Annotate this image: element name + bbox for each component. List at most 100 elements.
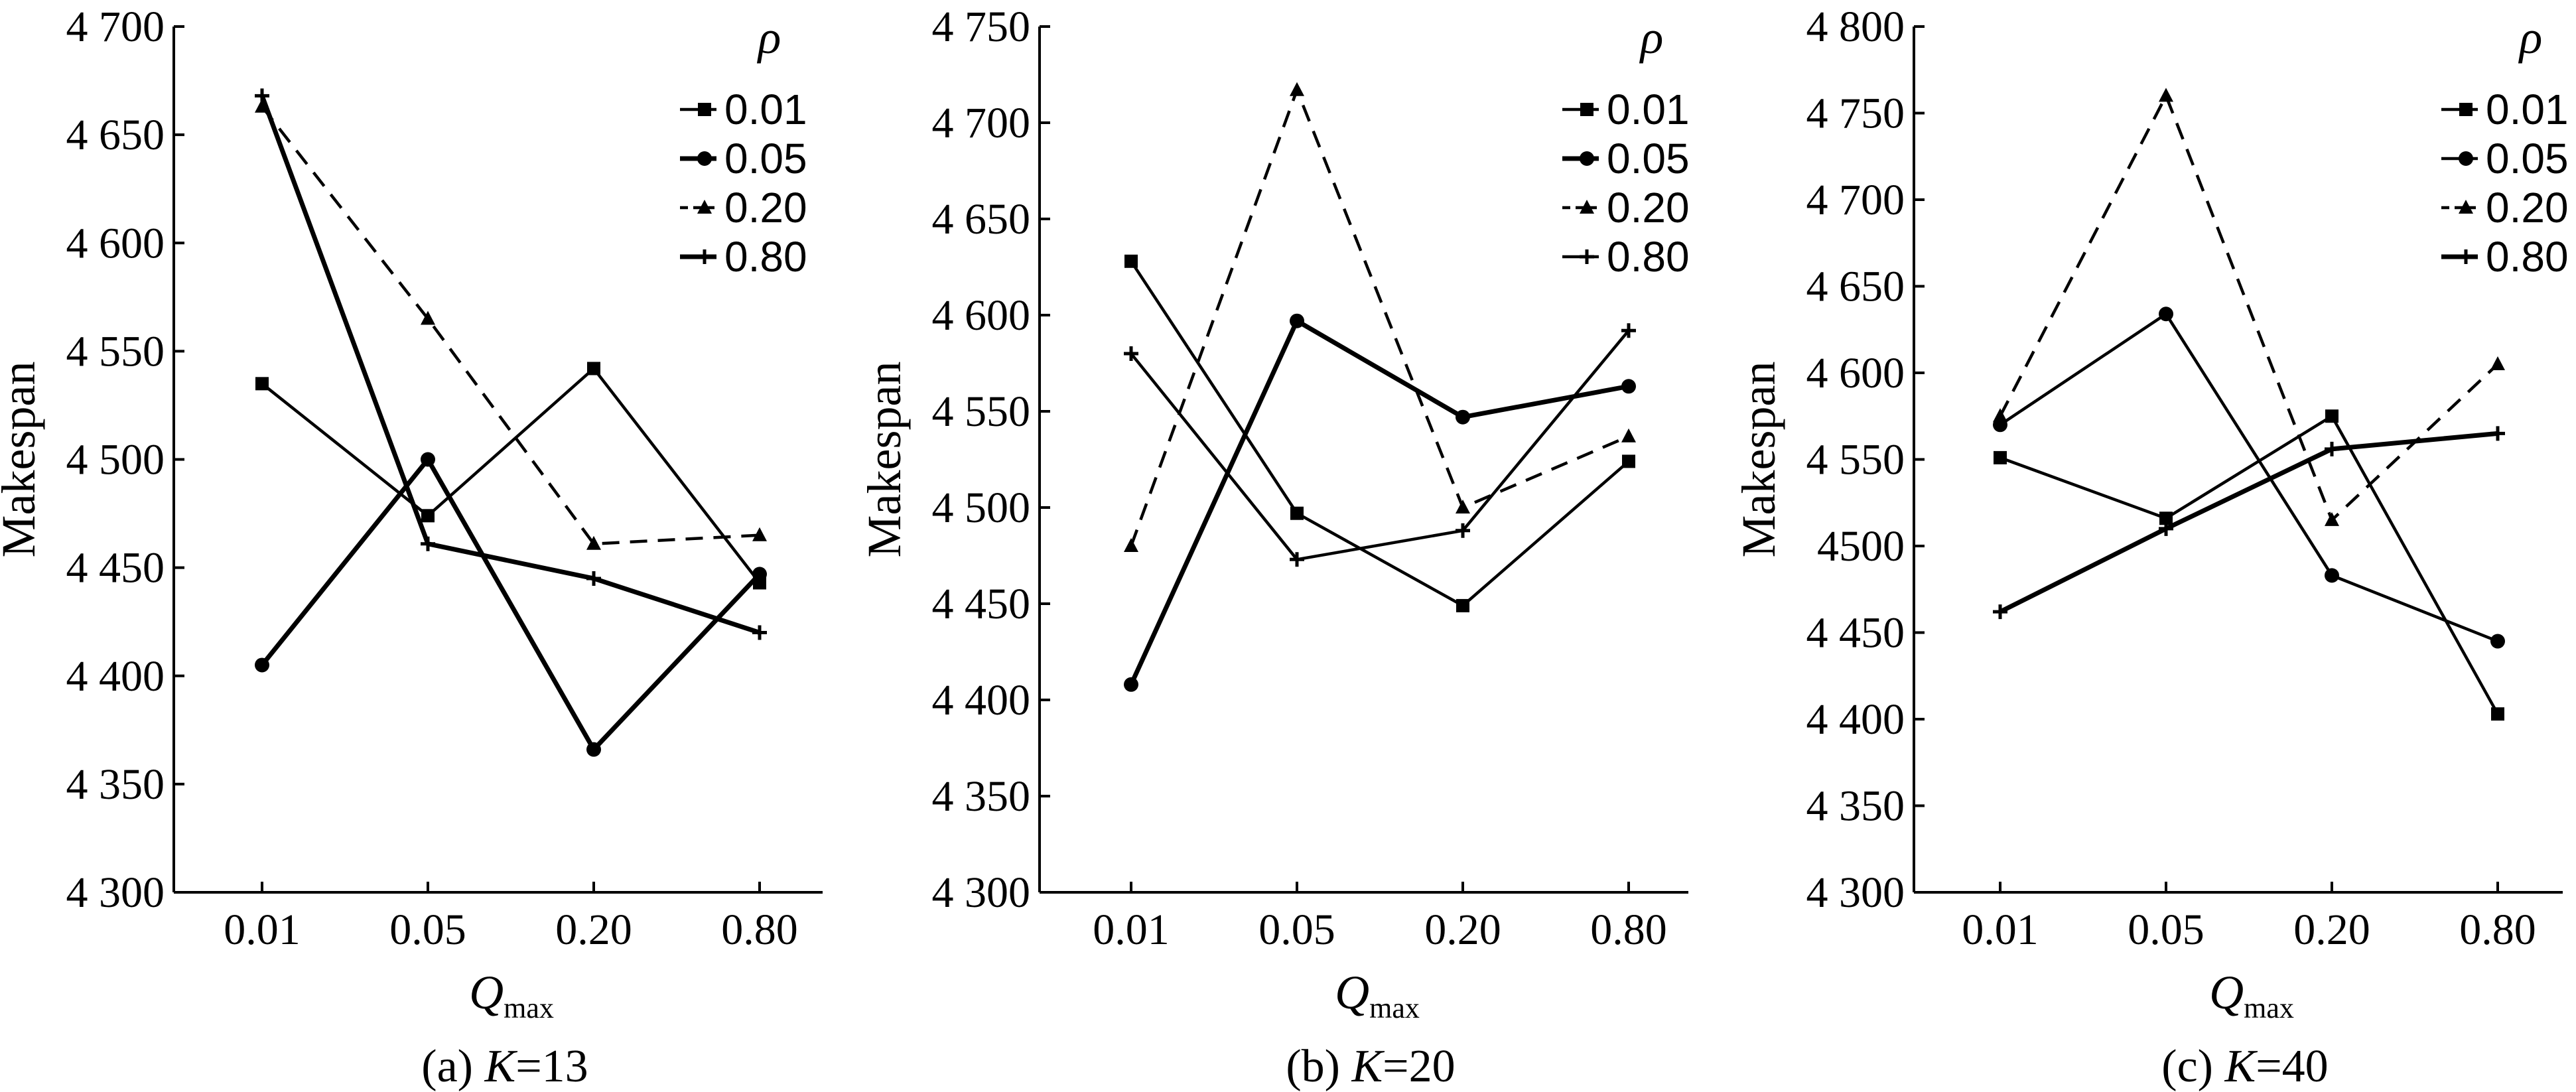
panel-caption: (a) K=13	[421, 1041, 588, 1092]
panel-caption: (c) K=40	[2161, 1041, 2328, 1092]
series-line	[2000, 415, 2499, 715]
x-tick-label: 0.80	[721, 906, 798, 954]
data-point	[1456, 409, 1470, 425]
legend-label: 0.80	[2486, 233, 2569, 281]
data-point	[421, 509, 435, 523]
data-point	[1124, 677, 1138, 692]
series-0.80	[1993, 426, 2505, 620]
chart-panel-3: 4 300 4 350 4 400 4 450 4500 4 550 4 600 4 650 4…	[1732, 3, 2569, 1092]
data-point	[1456, 523, 1470, 538]
y-tick-label: 4 450	[66, 544, 165, 592]
series-line	[1999, 94, 2499, 522]
series-line	[1130, 260, 1630, 608]
series-line	[1129, 88, 1629, 547]
legend-label: 0.05	[724, 135, 807, 182]
legend-label: 0.05	[1607, 135, 1690, 182]
data-point	[255, 88, 269, 103]
legend-swatch-marker	[697, 200, 712, 214]
legend: ρ 0.010.050.200.80	[680, 11, 807, 281]
series-0.01	[1994, 409, 2504, 721]
series-0.01	[1124, 254, 1635, 612]
legend-swatch-marker	[2459, 103, 2473, 116]
data-point	[1290, 552, 1304, 567]
y-tick-label: 4 500	[66, 436, 165, 484]
data-point	[1124, 346, 1138, 361]
legend-swatch-marker	[1580, 103, 1593, 116]
data-point	[2325, 568, 2339, 583]
y-tick-label: 4 350	[932, 772, 1031, 821]
data-point	[752, 567, 767, 582]
series-0.20	[1124, 82, 1636, 552]
legend-label: 0.20	[1607, 184, 1690, 232]
y-tick-label: 4 700	[932, 99, 1031, 147]
data-point	[1290, 82, 1304, 96]
y-tick-label: 4 400	[1806, 695, 1905, 744]
y-tick-label: 4 450	[1806, 609, 1905, 657]
data-point	[1622, 454, 1635, 468]
data-point	[586, 535, 601, 550]
y-tick-label: 4 650	[1806, 263, 1905, 311]
y-axis-title: Makespan	[0, 362, 45, 558]
legend-swatch-marker	[697, 151, 712, 166]
chart-panel-1: 4 300 4 350 4 400 4 450 4 500 4 550 4 600 4 650…	[0, 3, 823, 1092]
x-tick-label: 0.05	[389, 906, 466, 954]
y-tick-label: 4 300	[66, 868, 165, 917]
legend-title: ρ	[757, 11, 781, 64]
legend: ρ 0.010.050.200.80	[2441, 11, 2569, 281]
data-point	[2159, 521, 2173, 536]
y-axis-title: Makespan	[1732, 362, 1785, 558]
y-tick-label: 4 550	[932, 387, 1031, 436]
y-tick-label: 4 550	[1806, 436, 1905, 484]
x-axis-title: Qmax	[2209, 966, 2294, 1024]
y-tick-label: 4 650	[66, 111, 165, 159]
y-tick-label: 4 700	[1806, 176, 1905, 224]
data-point	[1124, 538, 1138, 552]
series-line	[261, 367, 761, 584]
data-point	[2159, 512, 2173, 525]
x-tick-label: 0.20	[2293, 906, 2370, 954]
data-point	[2325, 409, 2339, 423]
x-tick-label: 0.80	[1590, 906, 1667, 954]
y-tick-label: 4 700	[66, 3, 165, 51]
x-tick-label: 0.05	[2128, 906, 2204, 954]
series-0.05	[1124, 313, 1636, 692]
data-point	[255, 657, 269, 673]
legend: ρ 0.010.050.200.80	[1562, 11, 1690, 281]
data-point	[1621, 323, 1636, 338]
x-tick-label: 0.05	[1258, 906, 1335, 954]
legend-title: ρ	[2518, 11, 2543, 64]
data-point	[421, 536, 435, 551]
data-point	[2159, 307, 2173, 322]
y-tick-label: 4 400	[66, 652, 165, 701]
y-tick-label: 4 300	[1806, 868, 1905, 917]
y-tick-label: 4 550	[66, 327, 165, 375]
data-point	[2325, 512, 2339, 526]
series-0.05	[255, 452, 767, 757]
data-point	[2490, 356, 2505, 370]
data-point	[1290, 506, 1304, 520]
legend-title: ρ	[1639, 11, 1664, 64]
x-tick-label: 0.80	[2459, 906, 2536, 954]
x-tick-label: 0.01	[1962, 906, 2039, 954]
series-0.05	[1993, 307, 2505, 649]
legend-label: 0.80	[724, 233, 807, 281]
data-point	[752, 625, 767, 640]
x-tick-label: 0.20	[1424, 906, 1501, 954]
chart-panel-2: 4 300 4 350 4 400 4 450 4 500 4 550 4 600 4 650…	[858, 3, 1690, 1092]
x-tick-label: 0.01	[1093, 906, 1170, 954]
data-point	[2159, 88, 2173, 102]
series-line	[260, 457, 762, 752]
series-line	[1999, 431, 2498, 614]
series-line	[1999, 312, 2498, 643]
y-tick-label: 4 600	[1806, 349, 1905, 397]
panel-caption: (b) K=20	[1286, 1041, 1455, 1092]
legend-swatch-marker	[2459, 249, 2473, 264]
data-point	[2490, 634, 2505, 649]
legend-label: 0.20	[2486, 184, 2569, 232]
x-axis-title: Qmax	[1335, 966, 1420, 1024]
data-point	[1124, 254, 1138, 268]
data-point	[1621, 379, 1636, 394]
data-point	[1994, 450, 2007, 464]
data-point	[255, 377, 269, 391]
y-tick-label: 4 650	[932, 195, 1031, 243]
